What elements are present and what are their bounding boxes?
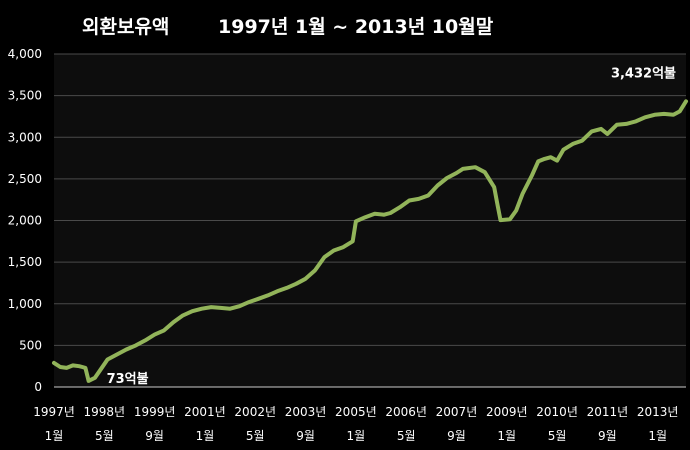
x-tick-month: 1월	[497, 429, 516, 443]
x-tick-year: 2013년	[637, 405, 679, 419]
x-tick-year: 2006년	[385, 405, 427, 419]
x-tick-month: 5월	[397, 429, 416, 443]
series-line-reserves	[52, 99, 688, 383]
annotations: 73억불 3,432억불	[107, 66, 676, 387]
x-axis-ticks: 1997년 1월 1998년 5월 1999년 9월 2001년 1월 2002년 5월 2003년…	[33, 405, 678, 443]
y-tick-label: 3,500	[8, 89, 42, 103]
x-tick-month: 9월	[145, 429, 164, 443]
y-tick-label: 2,000	[8, 214, 42, 228]
x-tick-month: 5월	[95, 429, 114, 443]
chart-title: 외환보유액	[82, 16, 170, 38]
x-tick-year: 1999년	[134, 405, 176, 419]
x-tick-year: 2002년	[234, 405, 276, 419]
annotation-latest: 3,432억불	[611, 66, 676, 81]
x-tick-year: 1998년	[84, 405, 126, 419]
x-tick-month: 1월	[45, 429, 64, 443]
y-tick-label: 500	[19, 338, 42, 352]
y-tick-label: 3,000	[8, 130, 42, 144]
y-tick-label: 2,500	[8, 172, 42, 186]
x-tick-month: 1월	[347, 429, 366, 443]
x-tick-month: 9월	[598, 429, 617, 443]
annotation-min: 73억불	[107, 372, 149, 387]
x-tick-month: 5월	[246, 429, 265, 443]
x-tick-year: 2007년	[436, 405, 478, 419]
x-tick-year: 2010년	[536, 405, 578, 419]
x-tick-year: 1997년	[33, 405, 75, 419]
x-tick-year: 2003년	[285, 405, 327, 419]
x-tick-month: 1월	[196, 429, 215, 443]
x-tick-year: 2001년	[184, 405, 226, 419]
y-tick-label: 1,000	[8, 297, 42, 311]
gridlines	[54, 53, 686, 388]
y-tick-label: 0	[34, 380, 42, 394]
x-tick-year: 2005년	[335, 405, 377, 419]
x-tick-year: 2011년	[587, 405, 629, 419]
chart-subtitle: 1997년 1월 ~ 2013년 10월말	[218, 16, 494, 38]
x-tick-month: 9월	[296, 429, 315, 443]
x-tick-month: 1월	[648, 429, 667, 443]
x-tick-year: 2009년	[486, 405, 528, 419]
y-tick-label: 4,000	[8, 47, 42, 61]
x-tick-month: 5월	[548, 429, 567, 443]
y-tick-label: 1,500	[8, 255, 42, 269]
y-axis-ticks: 0 500 1,000 1,500 2,000 2,500 3,000 3,500 4,000	[8, 47, 42, 394]
x-tick-month: 9월	[447, 429, 466, 443]
title-bar: 외환보유액 1997년 1월 ~ 2013년 10월말	[0, 12, 690, 42]
